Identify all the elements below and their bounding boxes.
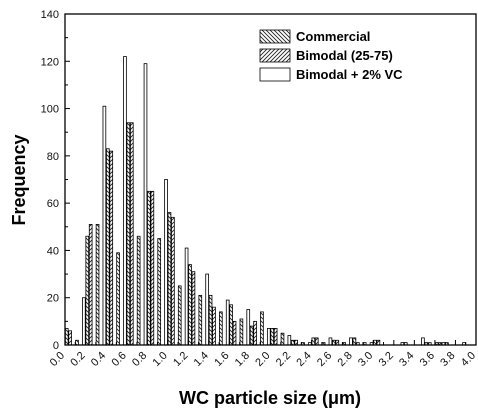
bar-bimodal-25-75 bbox=[376, 339, 381, 346]
bar-bimodal-2-vc bbox=[328, 337, 333, 346]
bar-bimodal-2-vc bbox=[143, 63, 148, 346]
bar-bimodal-25-75 bbox=[129, 122, 134, 346]
bar-commercial bbox=[167, 212, 172, 346]
legend-swatch bbox=[259, 48, 291, 63]
legend: Commercial Bimodal (25-75) Bimodal + 2% VC bbox=[259, 29, 403, 82]
bar-commercial bbox=[157, 238, 162, 346]
x-tick-label: 3.8 bbox=[438, 350, 457, 369]
bar-bimodal-2-vc bbox=[82, 297, 86, 346]
x-tick-label: 0.8 bbox=[130, 350, 149, 369]
x-tick-label: 1.4 bbox=[192, 350, 211, 369]
y-tick-label: 20 bbox=[47, 293, 59, 305]
x-tick-label: 0.4 bbox=[89, 350, 108, 369]
bar-commercial bbox=[64, 328, 69, 346]
y-tick-labels: 0 20 40 60 80 100 120 140 bbox=[41, 9, 59, 352]
y-tick-label: 0 bbox=[53, 340, 59, 352]
bar-commercial bbox=[373, 339, 377, 346]
bar-commercial bbox=[75, 339, 79, 346]
bar-bimodal-25-75 bbox=[171, 216, 175, 346]
bar-commercial bbox=[311, 337, 316, 346]
bar-bimodal-25-75 bbox=[273, 328, 278, 346]
x-tick-label: 0.0 bbox=[48, 350, 67, 369]
bar-bimodal-25-75 bbox=[314, 337, 319, 346]
bar-bimodal-2-vc bbox=[287, 335, 292, 346]
y-tick-label: 120 bbox=[41, 56, 59, 68]
x-tick-labels: 0.0 0.2 0.4 0.6 0.8 1.0 1.2 1.4 1.6 1.8 2.0 2.2 2.4 2… bbox=[48, 350, 478, 369]
legend-label: Commercial bbox=[296, 29, 370, 44]
bar-commercial bbox=[85, 235, 90, 346]
bar-commercial bbox=[260, 311, 264, 346]
bar-commercial bbox=[332, 339, 336, 346]
x-tick-label: 3.4 bbox=[397, 350, 416, 369]
x-tick-label: 3.6 bbox=[418, 350, 437, 369]
bar-commercial bbox=[136, 235, 141, 346]
bar-bimodal-25-75 bbox=[335, 339, 340, 346]
bar-bimodal-25-75 bbox=[150, 190, 155, 346]
bar-bimodal-25-75 bbox=[212, 306, 216, 346]
x-tick-label: 1.0 bbox=[151, 350, 170, 369]
bar-bimodal-25-75 bbox=[191, 271, 196, 346]
x-tick-label: 1.8 bbox=[233, 350, 252, 369]
x-tick-label: 2.4 bbox=[294, 350, 313, 369]
x-tick-label: 2.0 bbox=[253, 350, 272, 369]
bars-group bbox=[64, 56, 466, 346]
bar-commercial bbox=[219, 311, 223, 346]
y-tick-label: 140 bbox=[41, 9, 59, 21]
y-tick-label: 40 bbox=[47, 245, 59, 257]
x-tick-label: 2.8 bbox=[336, 350, 355, 369]
bar-bimodal-2-vc bbox=[205, 273, 209, 346]
legend-label: Bimodal + 2% VC bbox=[296, 67, 403, 82]
bar-bimodal-25-75 bbox=[68, 330, 72, 346]
bar-commercial bbox=[229, 304, 233, 346]
bar-bimodal-25-75 bbox=[232, 320, 237, 346]
bar-commercial bbox=[116, 252, 120, 346]
x-tick-label: 2.6 bbox=[315, 350, 334, 369]
x-tick-label: 4.0 bbox=[459, 350, 478, 369]
bar-commercial bbox=[280, 332, 285, 346]
bar-commercial bbox=[270, 328, 275, 346]
bar-bimodal-2-vc bbox=[421, 337, 425, 346]
bar-bimodal-2-vc bbox=[349, 337, 353, 346]
y-axis-title: Frequency bbox=[9, 134, 29, 225]
x-tick-label: 1.2 bbox=[171, 350, 190, 369]
bar-bimodal-2-vc bbox=[246, 309, 251, 346]
bar-bimodal-2-vc bbox=[164, 179, 168, 346]
x-axis-title: WC particle size (μm) bbox=[179, 388, 361, 408]
bar-commercial bbox=[208, 294, 213, 346]
bar-bimodal-25-75 bbox=[294, 339, 299, 346]
bar-bimodal-2-vc bbox=[266, 328, 271, 346]
y-tick-label: 60 bbox=[47, 198, 59, 210]
bar-bimodal-25-75 bbox=[109, 150, 114, 346]
bar-commercial bbox=[188, 264, 192, 346]
bar-commercial bbox=[198, 294, 203, 346]
bar-commercial bbox=[126, 122, 131, 346]
bar-commercial bbox=[249, 325, 254, 346]
x-tick-label: 3.2 bbox=[377, 350, 396, 369]
x-tick-label: 0.6 bbox=[109, 350, 128, 369]
x-tick-label: 1.6 bbox=[212, 350, 231, 369]
bar-commercial bbox=[95, 224, 100, 346]
bar-bimodal-2-vc bbox=[123, 56, 127, 346]
bar-commercial bbox=[352, 337, 357, 346]
bar-commercial bbox=[239, 318, 244, 346]
bar-commercial bbox=[290, 339, 295, 346]
x-tick-label: 3.0 bbox=[356, 350, 375, 369]
bar-bimodal-2-vc bbox=[102, 105, 107, 346]
legend-swatch bbox=[259, 29, 291, 44]
x-tick-label: 0.2 bbox=[68, 350, 87, 369]
bar-bimodal-25-75 bbox=[88, 224, 93, 346]
bar-bimodal-2-vc bbox=[184, 247, 189, 346]
bar-bimodal-25-75 bbox=[253, 320, 257, 346]
bar-commercial bbox=[177, 285, 182, 346]
axis-ticks bbox=[64, 13, 477, 346]
legend-swatch bbox=[259, 67, 291, 82]
bar-commercial bbox=[106, 148, 110, 346]
y-tick-label: 100 bbox=[41, 104, 59, 116]
y-tick-label: 80 bbox=[47, 151, 59, 163]
x-tick-label: 2.2 bbox=[274, 350, 293, 369]
bar-bimodal-2-vc bbox=[225, 299, 230, 346]
legend-label: Bimodal (25-75) bbox=[296, 48, 393, 63]
bar-commercial bbox=[147, 190, 151, 346]
